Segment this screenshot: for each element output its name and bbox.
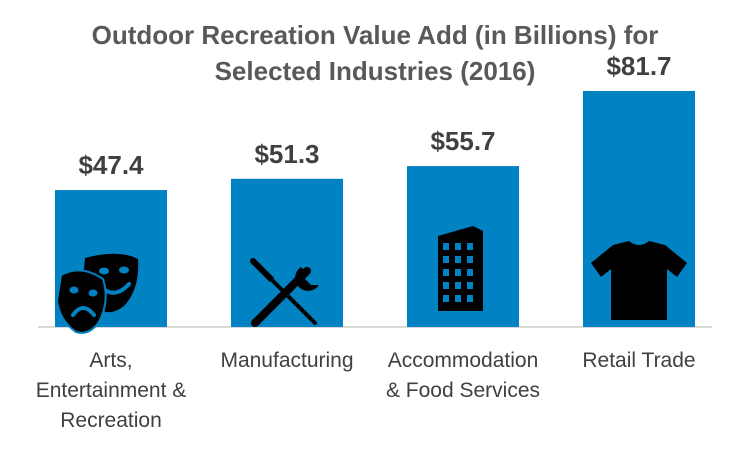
- building-window: [455, 295, 461, 302]
- building-window: [443, 256, 449, 263]
- data-label: $55.7: [430, 126, 495, 156]
- category-tick-label: Manufacturing: [220, 349, 353, 372]
- sad-mask-shape: [55, 269, 107, 334]
- category-tick-label: Recreation: [60, 409, 162, 432]
- screwdriver-shaft: [267, 275, 317, 325]
- building-window: [443, 269, 449, 276]
- tools-icon: [250, 258, 319, 327]
- sad-mask-eye: [88, 289, 98, 297]
- sad-mask-frown: [71, 306, 96, 317]
- building-window: [443, 295, 449, 302]
- building-window: [467, 256, 473, 263]
- data-label: $51.3: [254, 139, 319, 169]
- happy-mask-eye: [119, 266, 129, 274]
- building-window: [467, 269, 473, 276]
- tshirt-icon: [591, 241, 687, 320]
- chart-title-line-2: Selected Industries (2016): [214, 56, 536, 86]
- building-window: [455, 256, 461, 263]
- wrench-head: [295, 267, 319, 291]
- building-icon: [438, 226, 483, 311]
- sad-mask-eye: [69, 286, 79, 294]
- building-window: [455, 269, 461, 276]
- building-window: [467, 243, 473, 250]
- tshirt-shape: [591, 241, 687, 320]
- category-tick-label: Retail Trade: [582, 349, 695, 372]
- category-tick-label: & Food Services: [386, 379, 540, 402]
- building-window: [443, 243, 449, 250]
- building-window: [467, 282, 473, 289]
- category-tick-label: Accommodation: [388, 349, 539, 372]
- building-window: [467, 295, 473, 302]
- building-window: [455, 243, 461, 250]
- category-tick-label: Arts,: [89, 349, 132, 372]
- theater-masks-icon: [55, 253, 139, 334]
- data-label: $81.7: [606, 51, 671, 81]
- building-window: [443, 282, 449, 289]
- happy-mask-eye: [99, 267, 109, 275]
- category-tick-label: Entertainment &: [36, 379, 187, 402]
- data-label: $47.4: [78, 150, 144, 180]
- bar: [231, 178, 343, 327]
- building-window: [455, 282, 461, 289]
- chart-title-line-1: Outdoor Recreation Value Add (in Billion…: [91, 20, 659, 50]
